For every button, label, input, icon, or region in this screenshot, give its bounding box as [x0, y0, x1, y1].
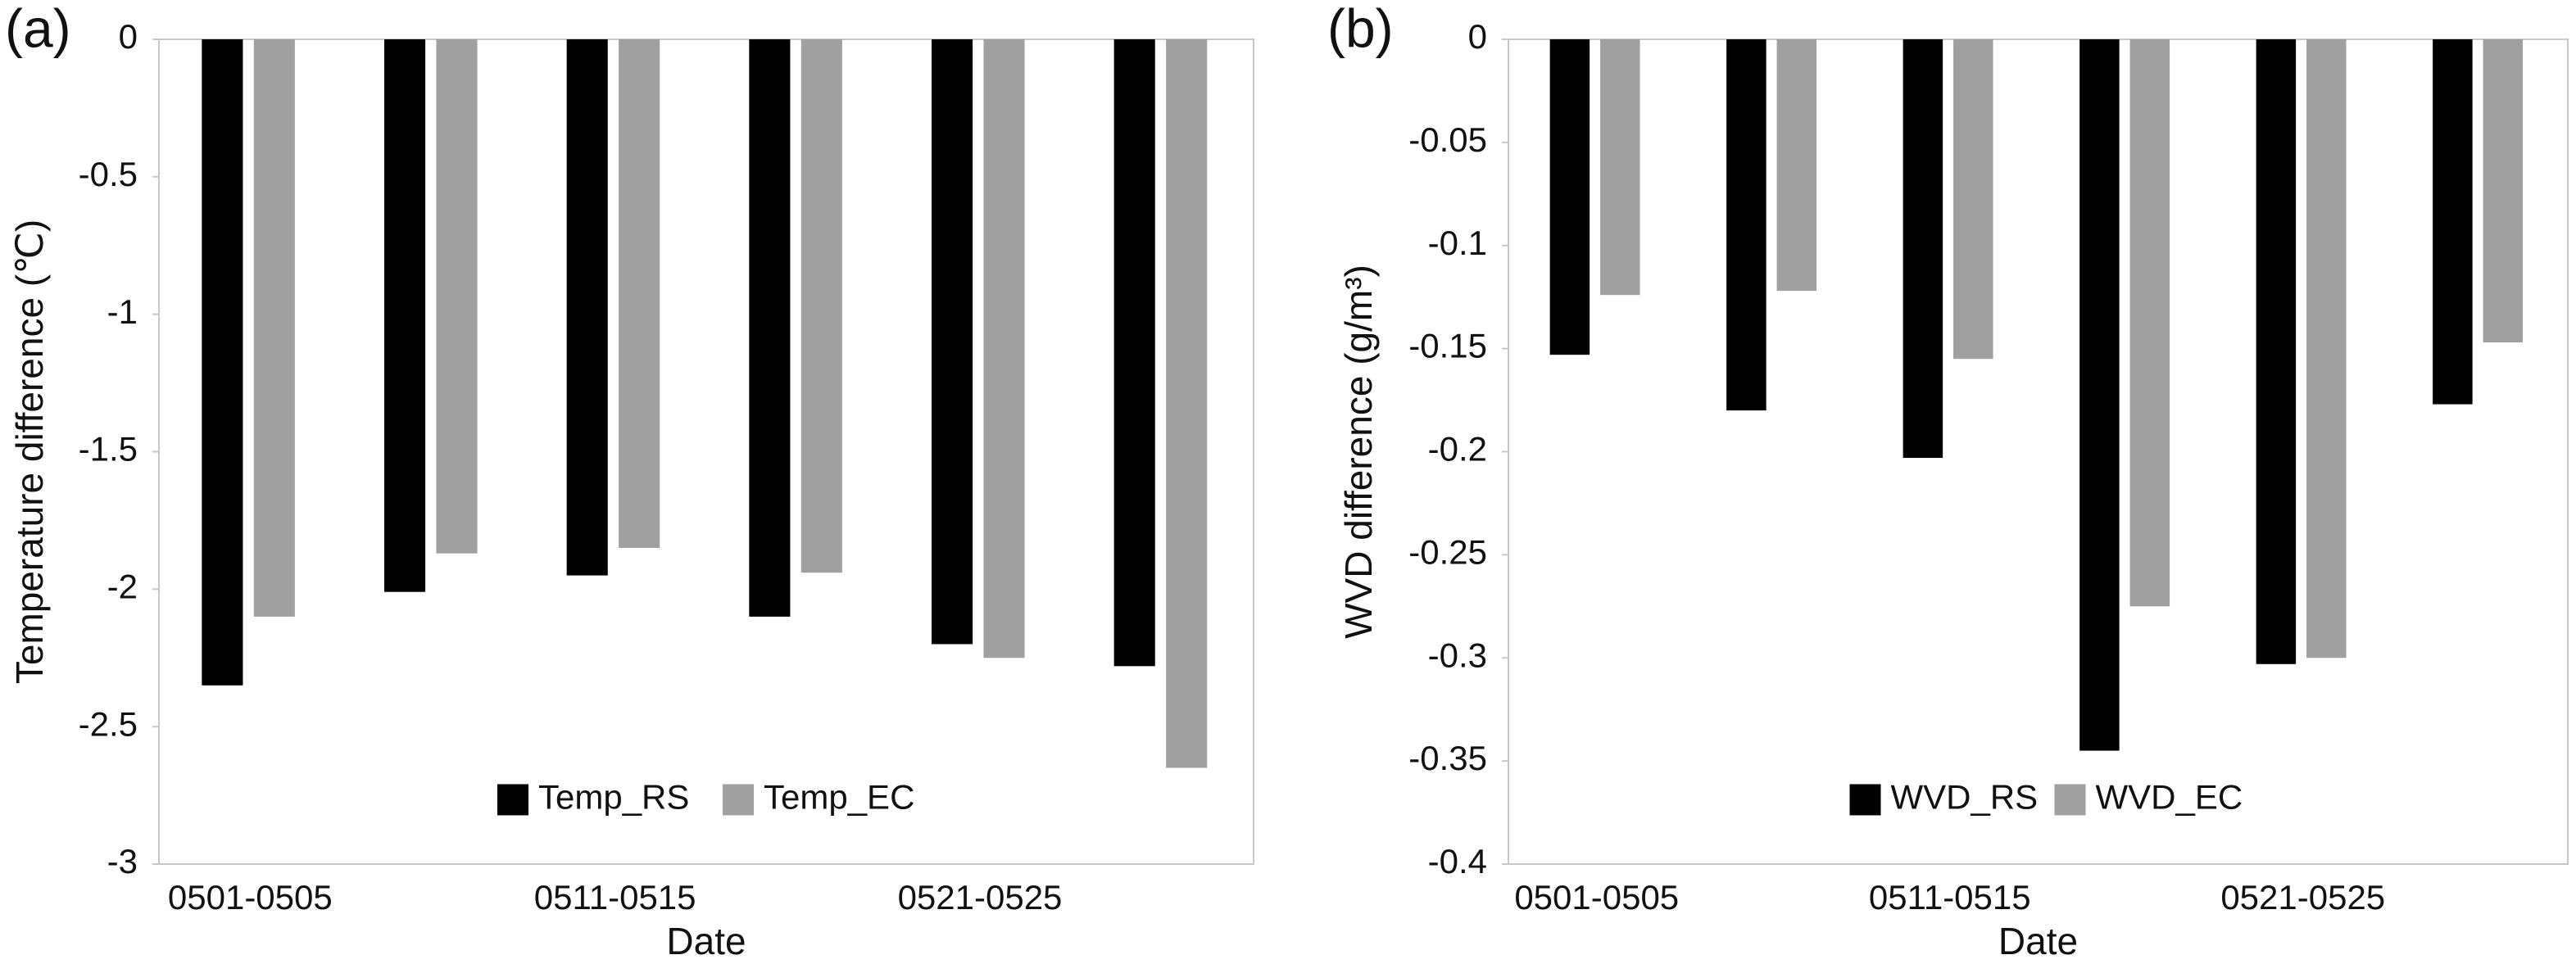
x-tick-label: 0501-0505	[168, 878, 333, 916]
y-tick-label: -0.25	[1408, 532, 1487, 571]
bar	[383, 39, 426, 592]
bar	[1600, 39, 1640, 296]
bar	[253, 39, 295, 617]
legend-swatch	[497, 784, 528, 816]
bar	[1166, 39, 1208, 768]
plot-area	[158, 38, 1254, 865]
x-tick-label: 0501-0505	[1514, 878, 1679, 916]
legend-swatch	[2054, 784, 2086, 816]
bar	[931, 39, 973, 645]
bar	[2256, 39, 2297, 664]
x-tick-label: 0511-0515	[1869, 878, 2031, 916]
bar	[1549, 39, 1590, 355]
x-axis-title: Date	[666, 920, 746, 962]
bar	[2433, 39, 2473, 405]
y-tick-label: -2.5	[79, 704, 138, 743]
bar	[436, 39, 478, 554]
y-tick-label: -1	[107, 292, 138, 331]
bar	[1953, 39, 1993, 360]
y-tick-label: 0	[119, 17, 138, 56]
bar	[566, 39, 608, 576]
bar	[749, 39, 791, 617]
chart-panel: (b) WVD difference (g/m³) Date 0 -0.05 -0.1 -0…	[1327, 0, 2569, 962]
x-axis-title: Date	[1998, 920, 2078, 962]
y-axis-title: Temperature difference (℃)	[8, 220, 51, 684]
legend-label: WVD_EC	[2096, 778, 2243, 817]
y-tick-label: -2	[107, 567, 138, 605]
y-tick-label: -0.1	[1428, 224, 1487, 262]
bar	[2079, 39, 2120, 751]
y-tick-label: -0.3	[1428, 636, 1487, 674]
bar	[2483, 39, 2524, 343]
bar	[2129, 39, 2170, 607]
y-tick-label: -1.5	[79, 430, 138, 468]
bar	[800, 39, 842, 573]
plot-area	[1508, 38, 2569, 865]
y-tick-label: 0	[1468, 17, 1487, 56]
x-tick-label: 0521-0525	[2220, 878, 2385, 916]
panel-label: (b)	[1327, 0, 1394, 58]
bar	[983, 39, 1025, 659]
legend-label: Temp_RS	[538, 778, 689, 817]
legend-swatch	[723, 784, 754, 816]
legend-label: WVD_RS	[1891, 778, 2039, 817]
y-axis-title: WVD difference (g/m³)	[1337, 265, 1380, 639]
legend-label: Temp_EC	[764, 778, 914, 817]
y-tick-label: -0.05	[1408, 120, 1487, 159]
y-tick-label: -0.15	[1408, 327, 1487, 365]
y-tick-label: -0.5	[79, 155, 138, 193]
x-tick-label: 0511-0515	[534, 878, 696, 916]
bar	[202, 39, 243, 686]
legend: Temp_RS Temp_EC	[497, 778, 914, 817]
bar	[1776, 39, 1817, 292]
panel-label: (a)	[5, 0, 71, 58]
y-tick-label: -3	[107, 842, 138, 880]
legend: WVD_RS WVD_EC	[1849, 778, 2243, 817]
y-tick-label: -0.4	[1428, 842, 1487, 880]
x-tick-label: 0521-0525	[898, 878, 1063, 916]
bar	[1113, 39, 1155, 667]
y-tick-label: -0.2	[1428, 430, 1487, 468]
chart-panel: (a) Temperature difference (℃) Date 0 -0.5 -1…	[5, 0, 1254, 962]
bar	[1903, 39, 1943, 459]
bar	[619, 39, 660, 548]
bar	[1726, 39, 1766, 411]
y-tick-label: -0.35	[1408, 739, 1487, 777]
bar	[2306, 39, 2347, 659]
legend-swatch	[1849, 784, 1881, 816]
